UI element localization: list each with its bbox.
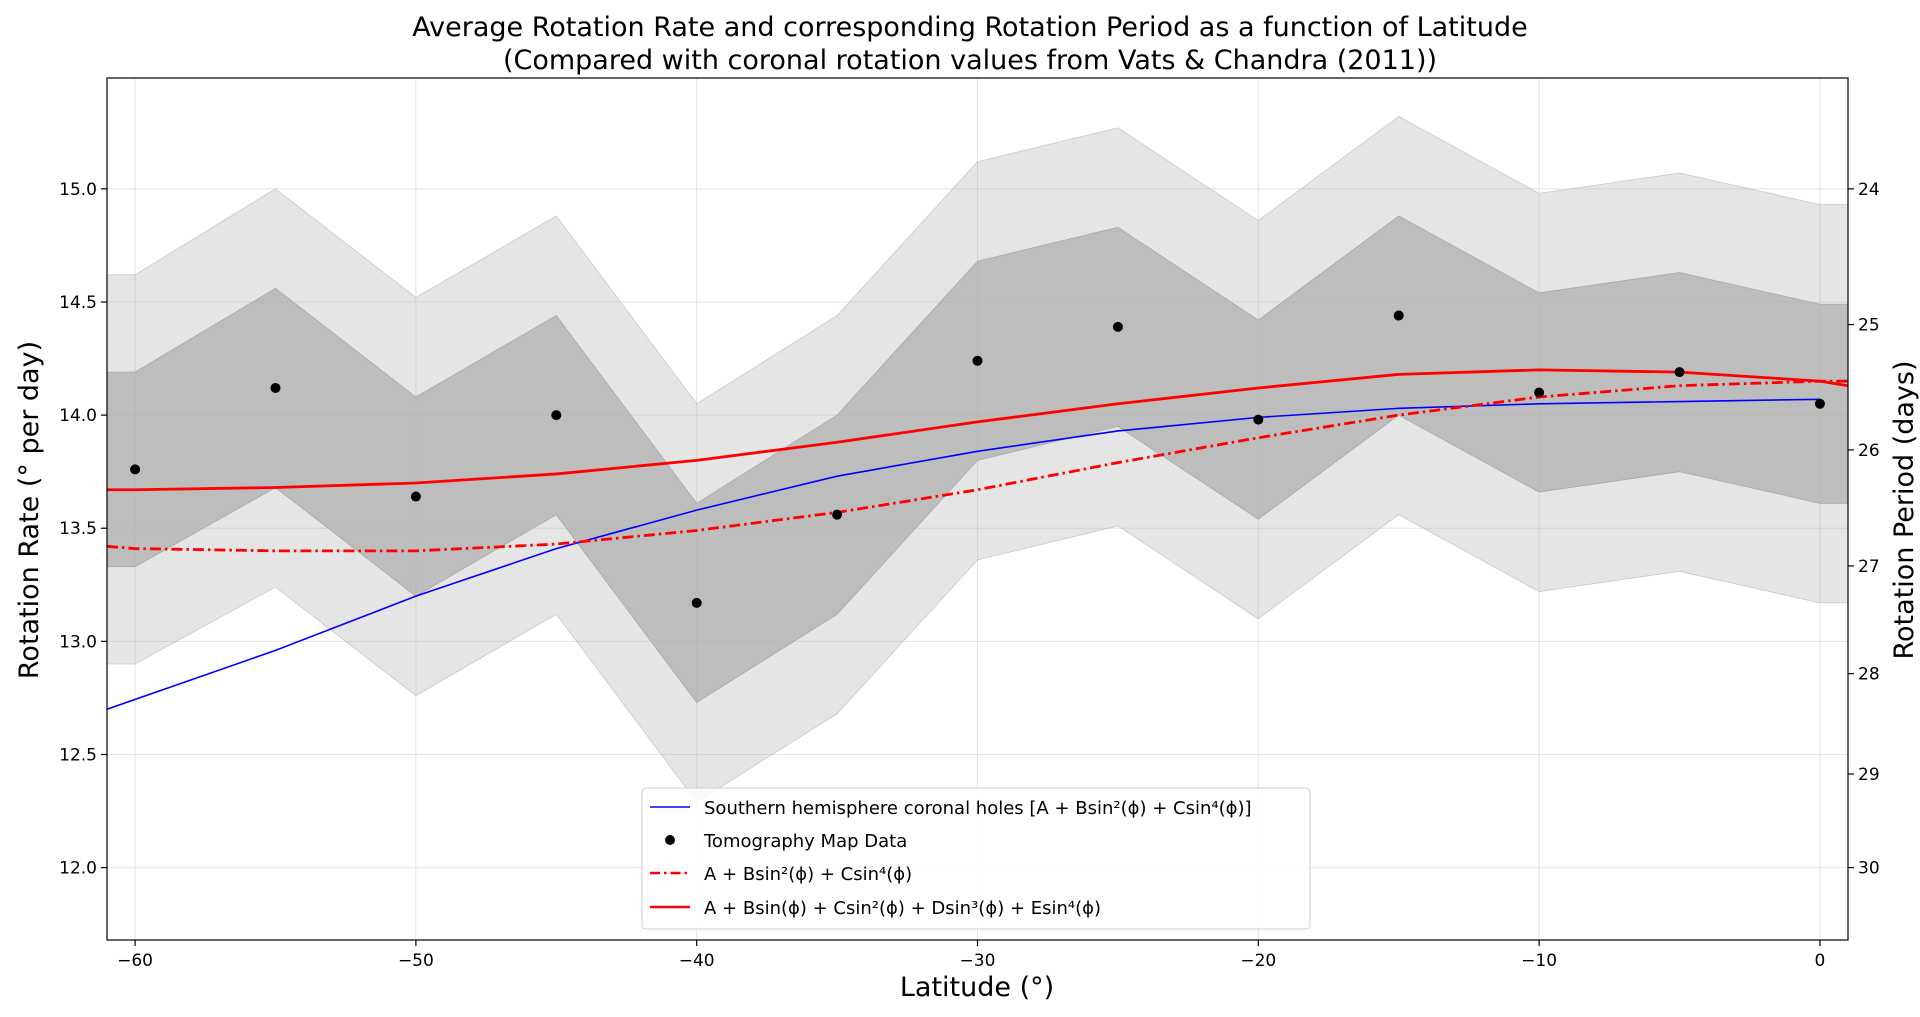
- data-point: [1534, 387, 1545, 398]
- legend-swatch-points: [665, 835, 675, 845]
- right-tick-label: 30: [1858, 859, 1880, 879]
- series-line-0: [106, 398, 1820, 710]
- right-axis-ticks: 24 25 26 27 28 29 30: [1848, 180, 1880, 879]
- uncertainty-bands: [106, 115, 1849, 803]
- legend-label-blue: Southern hemisphere coronal holes [A + B…: [704, 798, 1252, 819]
- x-tick-label: −40: [679, 951, 715, 971]
- x-axis-ticks: −60 −50 −40 −30 −20 −10 0: [117, 940, 1825, 971]
- grid-lines: [107, 78, 1848, 940]
- right-tick-label: 28: [1858, 665, 1880, 685]
- right-tick-label: 25: [1858, 316, 1880, 336]
- right-tick-label: 27: [1858, 557, 1880, 577]
- data-point: [410, 491, 421, 502]
- y-tick-label: 14.5: [59, 293, 97, 313]
- y-axis-label: Rotation Rate (° per day): [14, 341, 45, 679]
- data-point: [270, 382, 281, 393]
- legend: Southern hemisphere coronal holes [A + B…: [641, 787, 1311, 930]
- x-tick-label: −10: [1521, 951, 1557, 971]
- series-line-3: [107, 368, 1849, 492]
- x-tick-label: −20: [1240, 951, 1276, 971]
- x-tick-label: −60: [117, 951, 153, 971]
- legend-box: [641, 787, 1311, 930]
- x-axis-label: Latitude (°): [900, 972, 1054, 1003]
- right-tick-label: 29: [1858, 765, 1880, 785]
- data-point: [1253, 414, 1264, 425]
- y-tick-label: 13.5: [59, 519, 97, 539]
- data-point: [691, 597, 702, 608]
- y-tick-label: 12.5: [59, 745, 97, 765]
- y-axis-ticks: 12.0 12.5 13.0 13.5 14.0 14.5 15.0: [59, 180, 107, 879]
- data-point: [1814, 398, 1825, 409]
- chart-title: Average Rotation Rate and corresponding …: [412, 12, 1527, 43]
- y-tick-label: 14.0: [59, 406, 97, 426]
- series-line-2: [106, 379, 1848, 553]
- series-layer: [106, 368, 1849, 710]
- tomography-points: [130, 310, 1825, 608]
- data-point: [1112, 321, 1123, 332]
- x-tick-label: −50: [398, 951, 434, 971]
- y-tick-label: 12.0: [59, 859, 97, 879]
- data-point: [1674, 367, 1685, 378]
- legend-label-dashdot: A + Bsin²(ϕ) + Csin⁴(ϕ): [704, 864, 912, 885]
- data-point: [972, 355, 983, 366]
- y-tick-label: 15.0: [59, 180, 97, 200]
- legend-label-red-solid: A + Bsin(ϕ) + Csin²(ϕ) + Dsin³(ϕ) + Esin…: [704, 898, 1101, 919]
- data-point: [551, 410, 562, 421]
- chart-subtitle: (Compared with coronal rotation values f…: [503, 45, 1437, 76]
- right-tick-label: 26: [1858, 441, 1880, 461]
- right-tick-label: 24: [1858, 180, 1880, 200]
- right-axis-label: Rotation Period (days): [1889, 360, 1920, 659]
- x-tick-label: 0: [1815, 951, 1826, 971]
- legend-label-points: Tomography Map Data: [703, 831, 907, 852]
- data-point: [1393, 310, 1404, 321]
- y-tick-label: 13.0: [59, 632, 97, 652]
- x-tick-label: −30: [960, 951, 996, 971]
- data-point: [130, 464, 141, 475]
- data-point: [832, 509, 843, 520]
